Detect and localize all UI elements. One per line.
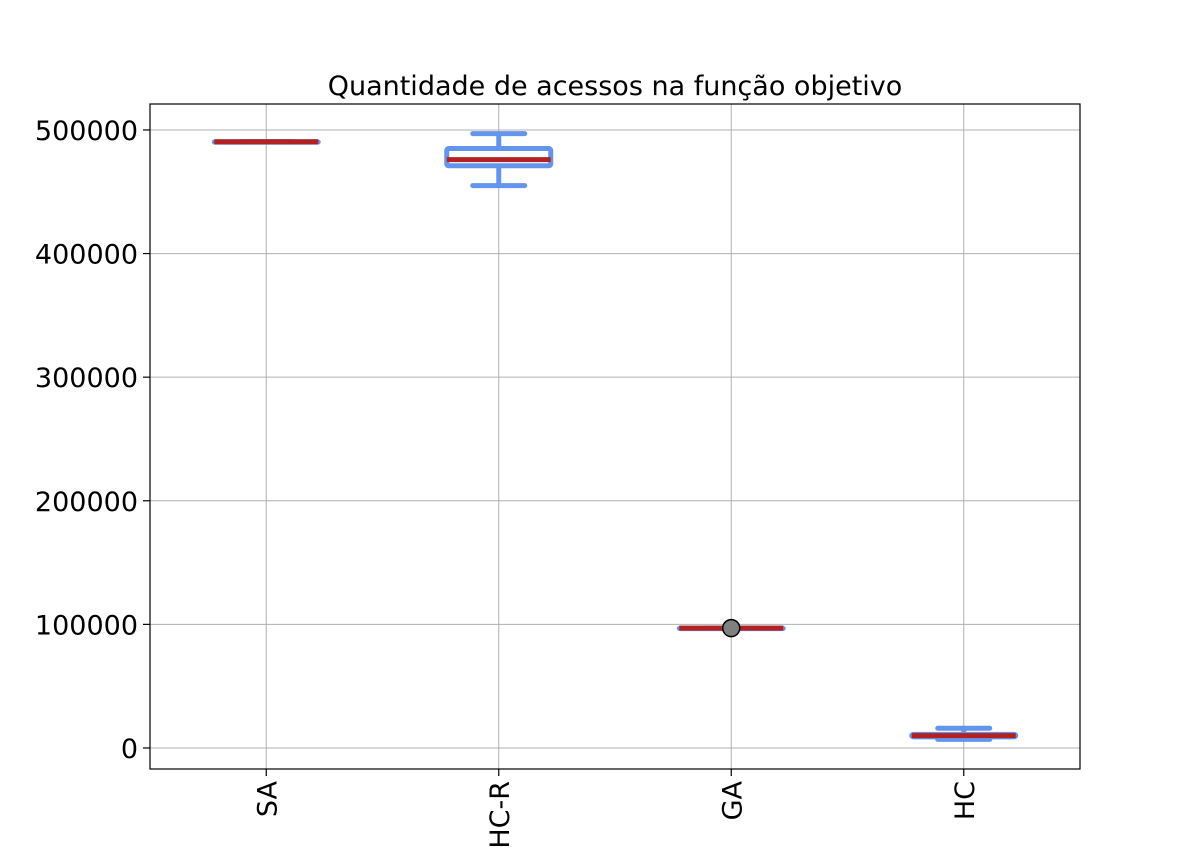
x-tick-label: HC xyxy=(950,781,981,820)
x-tick-label: HC-R xyxy=(485,781,516,849)
boxes xyxy=(211,131,1019,742)
x-tick-label: GA xyxy=(717,780,748,820)
y-tick-label: 300000 xyxy=(35,363,138,394)
y-tick-label: 500000 xyxy=(35,116,138,147)
y-axis-ticks: 0 100000 200000 300000 400000 500000 xyxy=(35,116,150,765)
x-tick-label: SA xyxy=(252,780,283,817)
outlier-point xyxy=(722,618,741,638)
box-hc-r xyxy=(444,131,554,189)
x-axis-ticks: SA HC-R GA HC xyxy=(252,769,981,849)
grid xyxy=(150,104,1080,769)
plot-area-frame xyxy=(149,103,1081,770)
y-tick-label: 400000 xyxy=(35,240,138,271)
box-hc xyxy=(909,725,1019,742)
box-sa xyxy=(211,139,321,145)
box-ga xyxy=(676,618,786,638)
y-tick-label: 100000 xyxy=(35,610,138,641)
chart-title: Quantidade de acessos na função objetivo xyxy=(328,71,903,102)
y-tick-label: 200000 xyxy=(35,487,138,518)
y-tick-label: 0 xyxy=(121,734,138,765)
